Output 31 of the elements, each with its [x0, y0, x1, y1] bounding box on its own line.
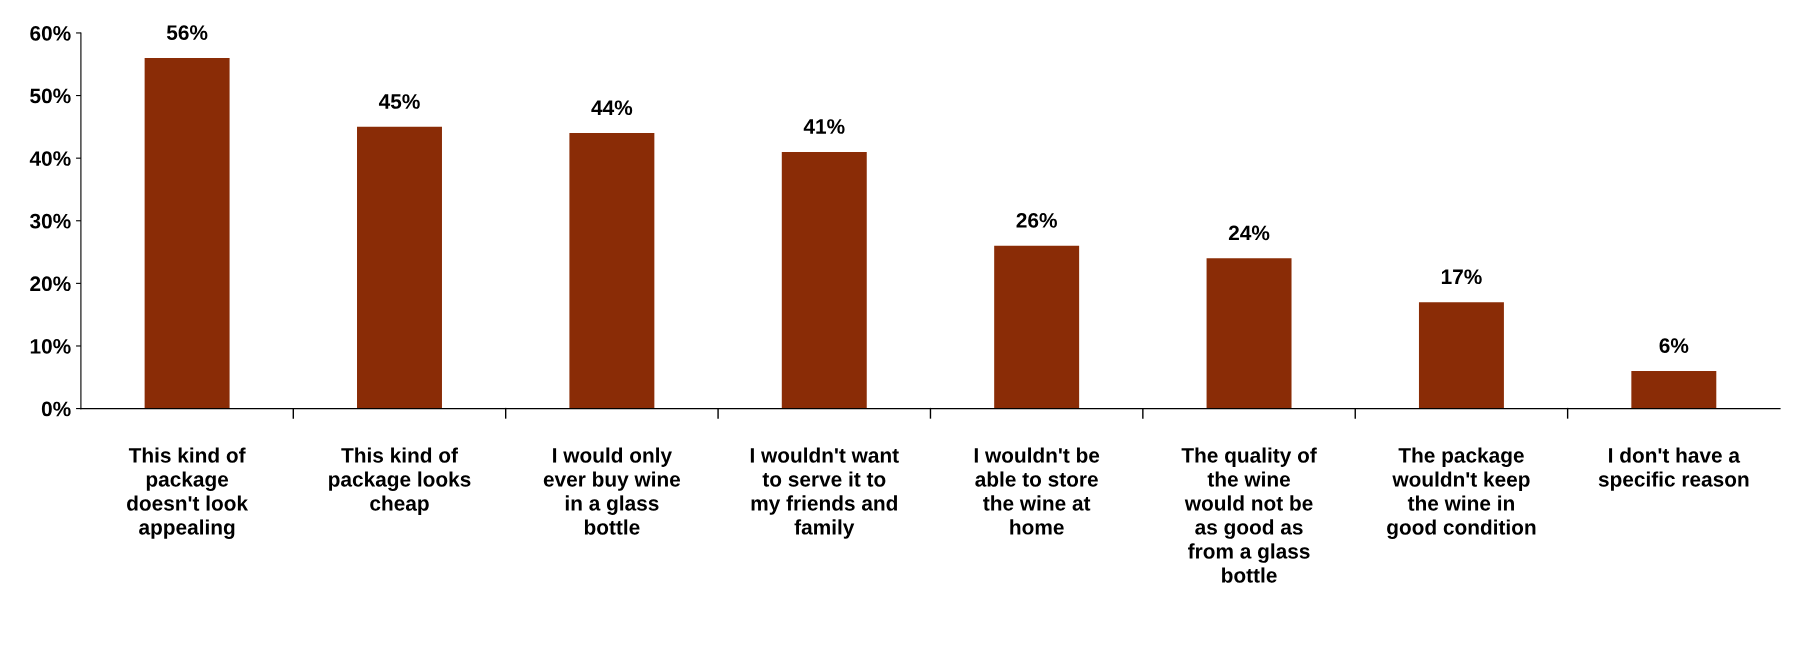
x-tick-label: I would only ever buy wine in a glass bottle	[543, 447, 681, 535]
x-tick-label: This kind of package looks cheap	[329, 447, 471, 515]
x-tick-label: I don't have a specific reason	[1598, 447, 1749, 491]
x-tick-label: The quality of the wine would not be as good as from a glass bottle	[1181, 447, 1317, 583]
bar	[144, 57, 230, 409]
bar	[357, 126, 442, 409]
x-tick-label: I wouldn't want to serve it to my friends and family	[750, 447, 899, 539]
y-tick-label: 50%	[30, 88, 71, 104]
y-tick-label: 20%	[30, 276, 71, 292]
x-tick-label: I wouldn't be able to store the wine at home	[974, 447, 1100, 535]
bar	[781, 151, 867, 409]
x-tick-label: The package wouldn't keep the wine in good condition	[1387, 447, 1536, 539]
data-label: 41%	[803, 119, 845, 134]
x-tick-label: This kind of package doesn't look appealing	[127, 447, 249, 539]
bar	[1631, 371, 1717, 409]
bar	[994, 245, 1080, 409]
y-tick-label: 30%	[29, 213, 71, 229]
y-tick-label: 40%	[29, 151, 71, 166]
y-tick-label: 10%	[30, 338, 71, 354]
data-label: 6%	[1659, 338, 1689, 354]
data-label: 44%	[591, 100, 633, 116]
y-tick-label: 60%	[30, 25, 71, 41]
bar	[1418, 302, 1504, 409]
data-label: 56%	[166, 25, 208, 40]
bar	[569, 133, 655, 409]
data-label: 26%	[1016, 213, 1057, 228]
bar	[1206, 258, 1292, 409]
data-label: 45%	[378, 94, 420, 109]
data-label: 24%	[1228, 225, 1270, 241]
data-label: 17%	[1441, 269, 1482, 285]
y-tick-label: 0%	[41, 401, 71, 417]
